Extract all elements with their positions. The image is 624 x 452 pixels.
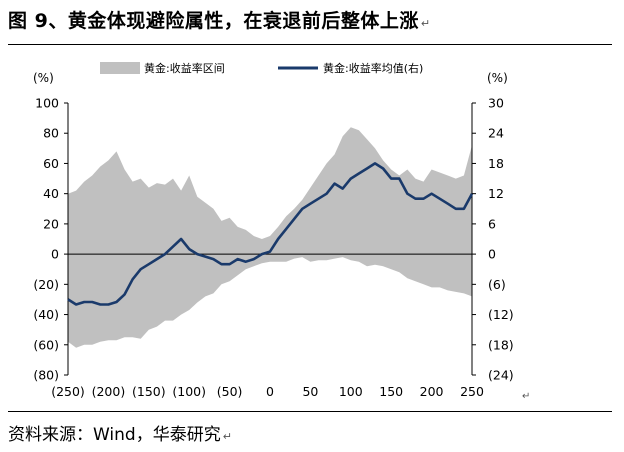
right-tick-label: (18) [488, 337, 514, 352]
chart: 100806040200(20)(40)(60)(80)3024181260(6… [33, 61, 514, 400]
legend-swatch-band [100, 62, 140, 74]
x-tick-label: 150 [379, 384, 403, 399]
x-tick-label: 50 [302, 384, 318, 399]
left-tick-label: 100 [35, 96, 59, 111]
mean-return-line [67, 162, 474, 306]
left-tick-label: (60) [33, 337, 59, 352]
band-area-layer [68, 127, 472, 348]
x-tick-label: 200 [420, 384, 444, 399]
legend-label-band: 黄金:收益率区间 [144, 61, 225, 75]
left-tick-label: (80) [33, 368, 59, 383]
left-tick-label: (40) [33, 307, 59, 322]
left-tick-label: 40 [43, 186, 59, 201]
x-tick-label: (200) [92, 384, 126, 399]
right-tick-label: 0 [488, 247, 496, 262]
right-tick-label: 24 [488, 126, 504, 141]
source-note: 资料来源：Wind，华泰研究 ↵ [8, 420, 232, 445]
left-tick-label: (20) [33, 277, 59, 292]
left-axis-unit: (%) [33, 71, 54, 85]
line-layer [67, 162, 474, 306]
right-tick-label: 6 [488, 216, 496, 231]
right-tick-label: (24) [488, 368, 514, 383]
legend-label-line: 黄金:收益率均值(右) [323, 61, 423, 75]
right-tick-label: (12) [488, 307, 514, 322]
axes-layer [64, 102, 476, 376]
left-tick-label: 60 [43, 156, 59, 171]
right-tick-label: 12 [488, 186, 504, 201]
x-tick-label: (150) [132, 384, 166, 399]
x-tick-label: 0 [266, 384, 274, 399]
paragraph-mark-icon: ↵ [222, 430, 232, 443]
left-tick-label: 0 [51, 247, 59, 262]
x-tick-label: 250 [460, 384, 484, 399]
tick-labels-layer: 100806040200(20)(40)(60)(80)3024181260(6… [33, 96, 513, 400]
paragraph-mark-icon: ↵ [522, 391, 531, 402]
right-tick-label: 30 [488, 96, 504, 111]
figure-title: 图 9、黄金体现避险属性，在衰退前后整体上涨 ↵ [8, 6, 431, 33]
band-area [68, 127, 472, 348]
right-axis-unit: (%) [487, 71, 508, 85]
x-tick-label: (250) [51, 384, 85, 399]
paragraph-mark-icon: ↵ [420, 17, 431, 30]
x-tick-label: (50) [217, 384, 243, 399]
right-tick-label: (6) [488, 277, 506, 292]
legend: 黄金:收益率区间 黄金:收益率均值(右) [100, 61, 423, 75]
left-tick-label: 80 [43, 126, 59, 141]
x-tick-label: 100 [339, 384, 363, 399]
left-tick-label: 20 [43, 216, 59, 231]
figure-title-text: 图 9、黄金体现避险属性，在衰退前后整体上涨 [8, 10, 419, 32]
source-divider [8, 411, 612, 412]
right-tick-label: 18 [488, 156, 504, 171]
x-tick-label: (100) [172, 384, 206, 399]
title-divider [8, 44, 612, 45]
source-text: 资料来源：Wind，华泰研究 [8, 425, 221, 445]
